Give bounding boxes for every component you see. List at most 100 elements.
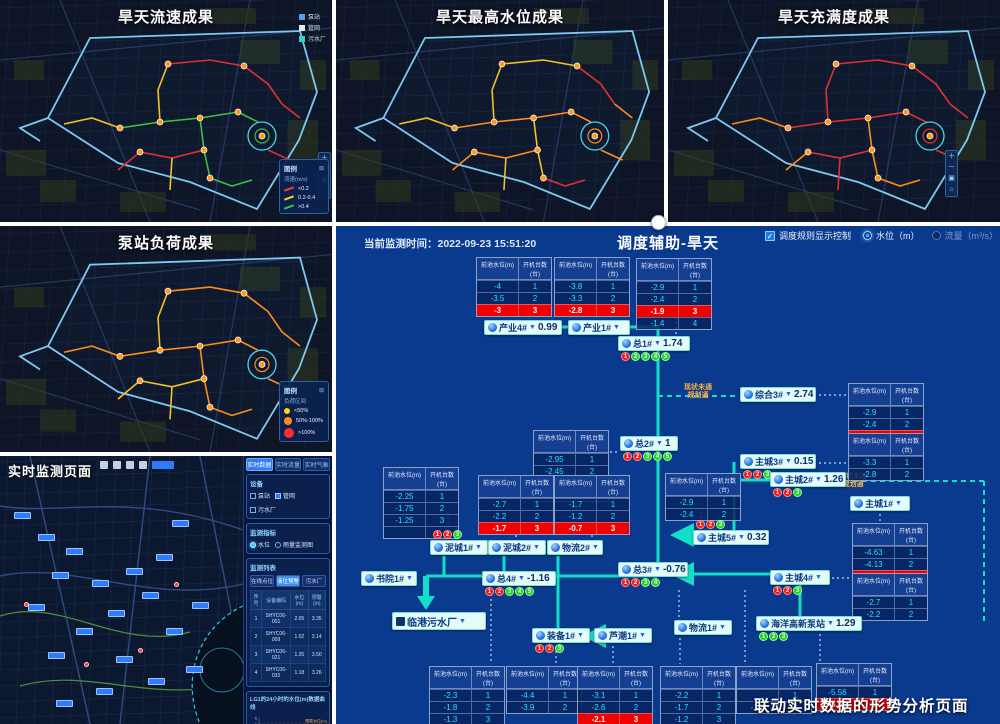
pump-node-zhucheng3[interactable]: 主城3# ▼ 0.15 1 2 3 [740,454,816,479]
home-icon[interactable]: ⌂ [949,186,954,193]
radio-water-level[interactable]: 水位（m） [863,229,920,242]
map-toolbar[interactable] [100,461,174,469]
table-row[interactable]: 3 SHYC06-021 1.25 3.50 [249,645,327,664]
pump-node-wuliu1[interactable]: 物流1# ▼ [674,620,732,635]
radio-flow[interactable]: 流量（m³/s） [931,229,998,242]
station-chip[interactable] [192,602,209,609]
pump-rule-table: 前池水位(m) 开机台数(台) -2.9 1 -2.4 2 [665,473,741,521]
alarm-dot[interactable] [174,582,179,587]
pump-node-zhucheng5[interactable]: 主城5# ▼ 0.32 1 2 3 [693,520,769,545]
station-chip[interactable] [52,572,69,579]
tool-icon[interactable] [126,461,134,469]
map-toolbar[interactable]: ＋ － ▣ ⌂ [945,150,958,197]
pump-node-zonghe3[interactable]: 综合3# ▼ 2.74 [740,387,816,402]
close-icon[interactable]: ⊠ [318,165,324,172]
station-chip[interactable] [166,628,183,635]
station-chip[interactable] [66,548,83,555]
table-row[interactable]: 4 SHYC06-032 1.18 3.26 [249,663,327,682]
radio-rain[interactable]: 雨量监测图 [275,540,313,549]
station-chip[interactable] [186,666,203,673]
zoom-in-icon[interactable]: ＋ [948,153,955,160]
divider-handle[interactable] [651,215,666,230]
station-chip[interactable] [126,568,143,575]
station-chip[interactable] [172,520,189,527]
pump-node-nicheng2[interactable]: 泥城2# ▼ [488,540,546,555]
station-chip[interactable] [142,592,159,599]
section-title: 监测列表 [250,565,276,572]
filter-plant-button[interactable]: 污水厂 [302,575,326,587]
station-chip[interactable] [48,652,65,659]
station-chip[interactable] [148,678,165,685]
tool-icon[interactable] [113,461,121,469]
alarm-dot[interactable] [84,662,89,667]
station-chip[interactable] [38,534,55,541]
tab-realtime-data[interactable]: 实时数据 [246,458,273,471]
pump-icon [486,574,495,583]
checkbox-pump[interactable]: 泵站 [250,491,270,500]
schematic-wires [417,305,985,664]
filter-online-button[interactable]: 在线点位 [250,575,274,587]
station-chip[interactable] [14,512,31,519]
rule-row: -2.9 1 [666,496,740,508]
link-status-note: 现状未通规划通 [684,384,712,400]
close-icon[interactable]: ⊠ [318,387,324,394]
pump-node-zhucheng4[interactable]: 主城4# ▼ 1 2 3 [770,570,830,595]
legend-title: 图例 [284,166,297,173]
table-row[interactable]: 1 SHYC06-001 2.05 3.35 [249,609,327,628]
city-map[interactable] [668,0,1000,222]
pump-node-zong3[interactable]: 总3# ▼ -0.76 1 2 3 4 [618,562,688,587]
filter-warning-button[interactable]: 液位预警 [276,575,300,587]
plant-node-lingang[interactable]: 临港污水厂 ▼ [392,612,486,630]
tool-icon[interactable] [152,461,174,469]
city-map[interactable] [336,0,664,222]
station-chip[interactable] [96,688,113,695]
pump-node-zhucheng1[interactable]: 主城1# ▼ [850,496,910,511]
pump-node-chanye4[interactable]: 产业4# ▼ 0.99 [484,320,562,335]
panel-dry-velocity: 旱天流速成果 泵站 管网 污水厂 ＋ － ▣ ⌂ 图例⊠ 流速(m/s) <0.… [0,0,332,222]
pump-icon [572,323,581,332]
station-chip[interactable] [92,580,109,587]
station-chip[interactable] [116,656,133,663]
pump-node-wuliu2[interactable]: 物流2# ▼ [547,540,603,555]
legend-label: 泵站 [307,15,320,21]
caret-down-icon: ▼ [654,340,661,347]
alarm-dot[interactable] [24,602,29,607]
rule-row: -0.7 3 [555,522,629,534]
city-map[interactable] [0,456,243,724]
alarm-dot[interactable] [138,648,143,653]
rule-row: 1 [737,689,811,701]
pump-node-haiyanggaoxin[interactable]: 海洋高新泵站 ▼ 1.29 1 2 3 [756,616,862,641]
station-chip[interactable] [108,610,125,617]
tab-realtime-flow[interactable]: 实时流量 [274,458,302,471]
checkbox-icon: ✓ [764,230,775,241]
pump-node-zhuangbei1[interactable]: 装备1# ▼ 1 2 3 [532,628,590,653]
rule-row: -1.2 3 [661,713,735,724]
table-row[interactable]: 2 SHYC06-009 1.02 3.14 [249,627,327,646]
rule-row: -3.5 2 [477,292,551,304]
zoom-in-icon[interactable]: ＋ [321,155,328,163]
pump-node-chanye1[interactable]: 产业1# ▼ [568,320,630,335]
rule-display-toggle[interactable]: ✓ 调度规则显示控制 [764,230,851,241]
pump-node-zhucheng2[interactable]: 主城2# ▼ 1.26 1 2 3 [770,472,846,497]
tool-icon[interactable] [139,461,147,469]
pump-node-nicheng1[interactable]: 泥城1# ▼ 1 2 3 [430,530,488,555]
pump-node-shuyuan1[interactable]: 书院1# ▼ [361,571,417,586]
station-chip[interactable] [76,628,93,635]
checkbox-plant[interactable]: 污水厂 [250,505,276,514]
layers-icon[interactable]: ▣ [948,175,955,182]
city-map[interactable] [0,226,332,452]
station-chip[interactable] [56,700,73,707]
station-chip[interactable] [28,604,45,611]
checkbox-network[interactable]: 管网 [275,491,295,500]
pump-node-luchao1[interactable]: 芦潮1# ▼ [594,628,652,643]
pump-node-zong4[interactable]: 总4# ▼ -1.16 1 2 3 4 5 [482,571,556,596]
tab-realtime-weather[interactable]: 实时气象 [303,458,331,471]
pump-node-zong2[interactable]: 总2# ▼ 1 1 2 3 4 5 [620,436,678,461]
tool-icon[interactable] [100,461,108,469]
pump-node-zong1[interactable]: 总1# ▼ 1.74 1 2 3 4 5 [618,336,690,361]
radio-level[interactable]: 水位 [250,540,270,549]
zoom-out-icon[interactable]: － [948,164,955,171]
city-map[interactable] [0,0,332,222]
station-chip[interactable] [156,554,173,561]
